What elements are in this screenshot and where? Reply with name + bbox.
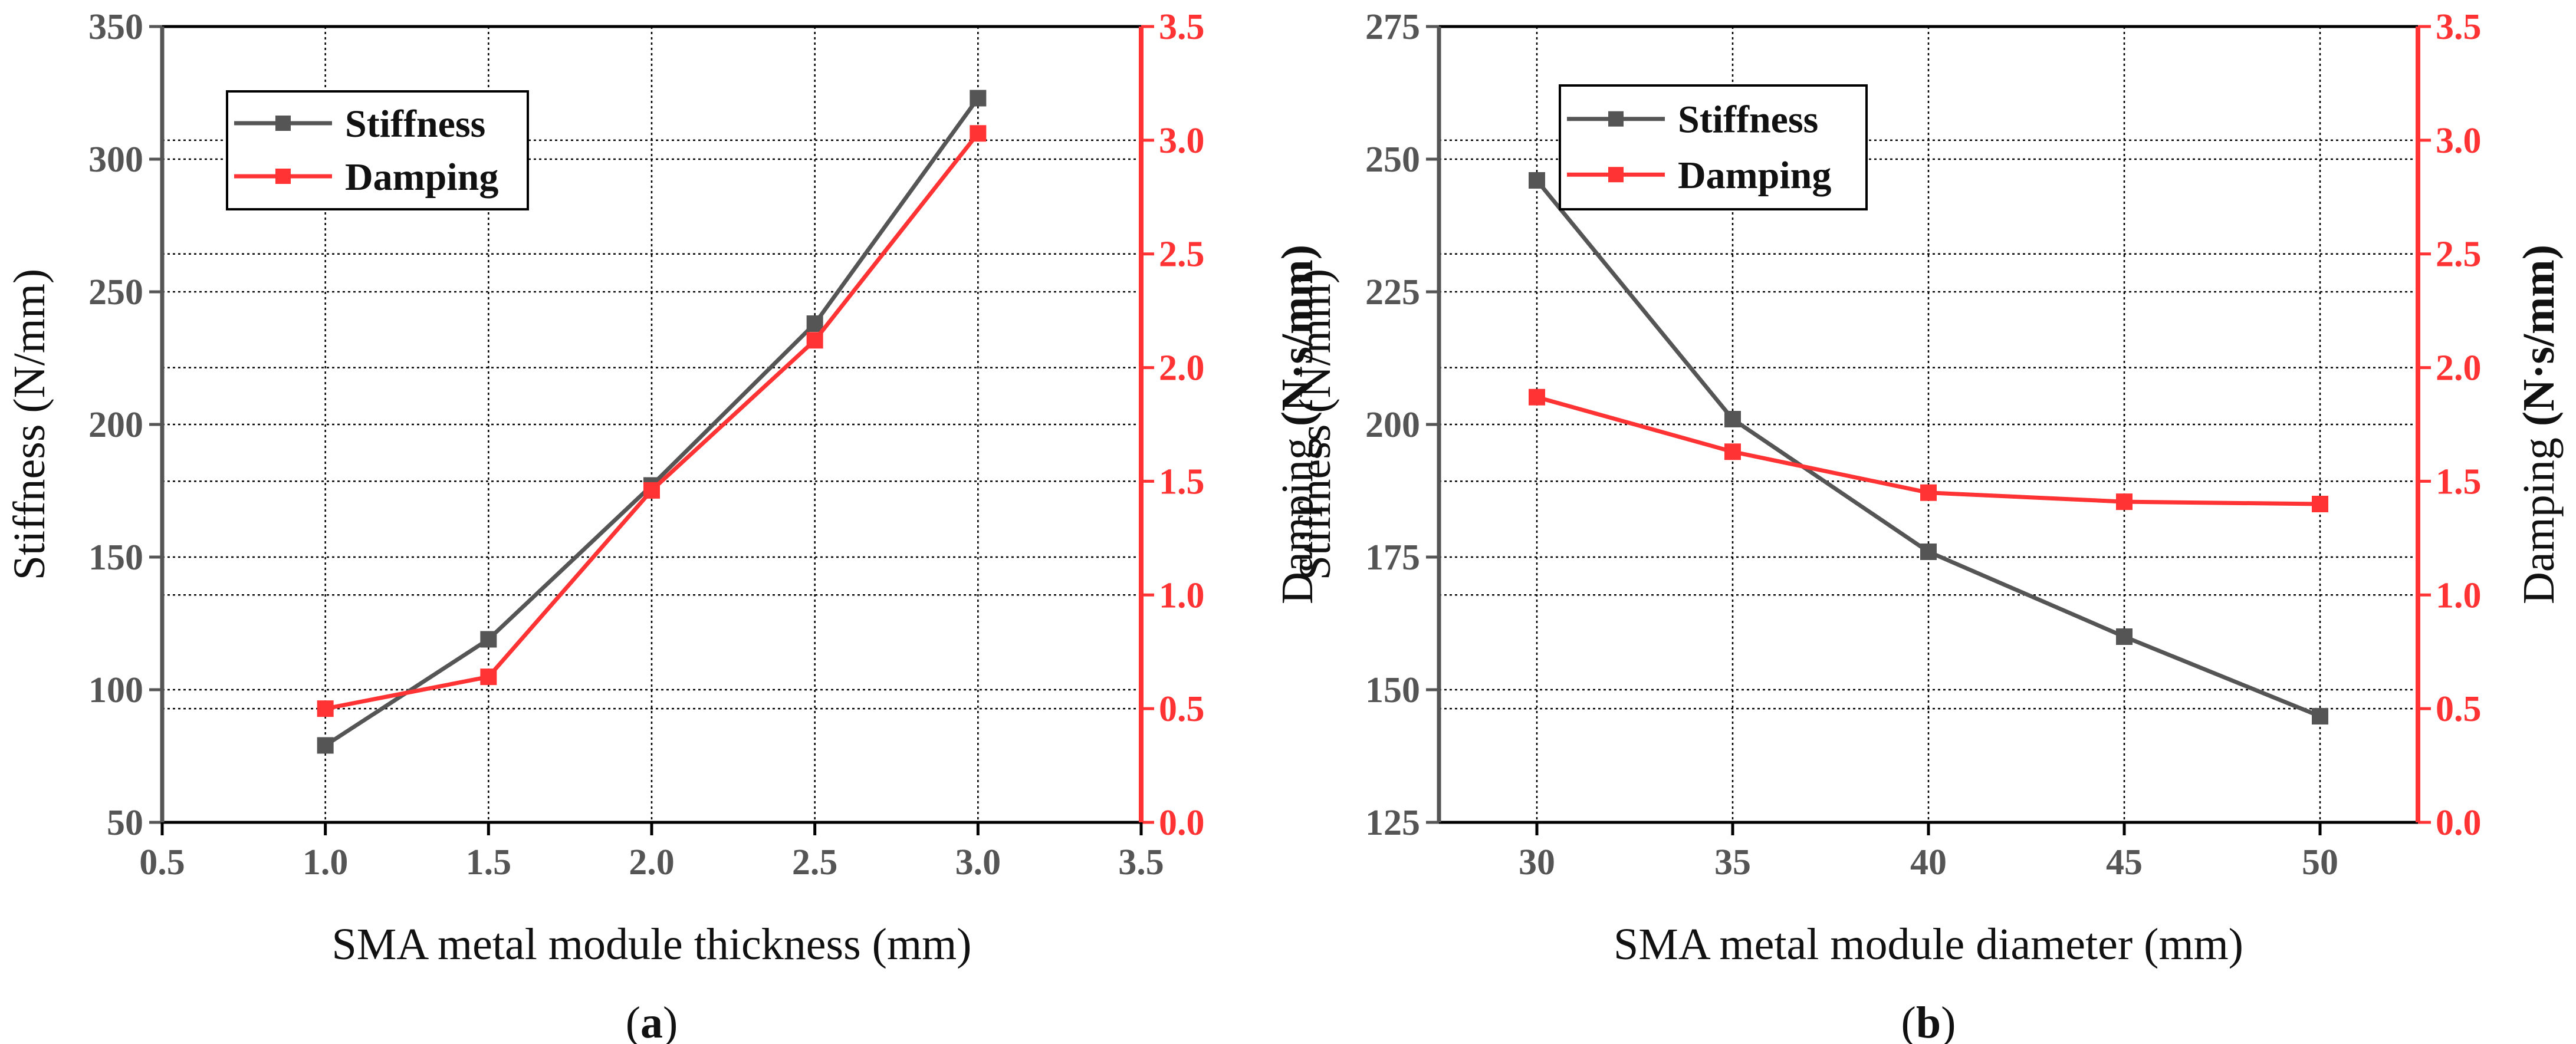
y2-tick-label: 1.0 xyxy=(1159,575,1205,615)
y2-tick-label: 3.0 xyxy=(1159,121,1205,161)
y2-tick-label: 2.5 xyxy=(1159,235,1205,275)
x-tick-label: 2.5 xyxy=(792,842,838,882)
damping-data-point xyxy=(317,700,334,717)
panel-caption-letter: b xyxy=(1916,998,1941,1044)
chart-panel-a: 50 100 150 200 250 300 350 0.0 0.5 1.0 1.5 2.0 2.5 3.… xyxy=(5,7,1322,1044)
damping-data-point xyxy=(2116,493,2133,511)
legend-damping-label: Damping xyxy=(345,156,498,199)
stiffness-data-point xyxy=(480,631,497,648)
x-tick-label: 3.0 xyxy=(955,842,1001,882)
panel-caption-open-paren: ( xyxy=(626,998,640,1044)
y2-tick-label: 3.0 xyxy=(2436,121,2482,161)
y2-tick-label: 2.0 xyxy=(1159,348,1205,388)
y-tick-label: 150 xyxy=(1365,670,1420,710)
y2-tick-label: 0.0 xyxy=(1159,803,1205,843)
legend-damping-marker xyxy=(1608,167,1624,183)
damping-data-point xyxy=(970,125,987,142)
y2-tick-label: 3.5 xyxy=(2436,7,2482,47)
damping-data-point xyxy=(1529,388,1545,406)
panel-caption-close-paren: ) xyxy=(663,998,678,1044)
x-tick-label: 40 xyxy=(1910,842,1947,882)
damping-data-point xyxy=(1920,484,1937,501)
y2-axis-title: Damping (N·s/mm) xyxy=(1273,245,1322,604)
x-axis-title: SMA metal module diameter (mm) xyxy=(1614,920,2243,969)
x-tick-label: 45 xyxy=(2106,842,2143,882)
y-tick-label: 300 xyxy=(88,140,143,180)
stiffness-data-point xyxy=(317,737,334,754)
stiffness-data-point xyxy=(970,90,987,107)
y2-axis-title-name: Damping xyxy=(2514,426,2564,604)
panel-caption: (b) xyxy=(1901,998,1956,1044)
x-axis-title: SMA metal module thickness (mm) xyxy=(331,920,971,969)
stiffness-data-point xyxy=(1529,172,1545,189)
y2-tick-label: 0.5 xyxy=(2436,689,2482,729)
y-tick-label: 150 xyxy=(88,538,143,578)
x-tick-label: 3.5 xyxy=(1118,842,1164,882)
y-tick-label: 225 xyxy=(1365,272,1420,312)
y-tick-label: 250 xyxy=(88,272,143,312)
stiffness-data-point xyxy=(2116,628,2133,645)
y2-axis-title-name: Damping xyxy=(1273,426,1322,604)
y-tick-label: 275 xyxy=(1365,7,1420,47)
y2-tick-label: 1.5 xyxy=(2436,462,2482,502)
damping-data-point xyxy=(643,482,660,499)
damping-data-point xyxy=(1724,443,1741,460)
x-tick-label: 2.0 xyxy=(629,842,675,882)
x-tick-label: 0.5 xyxy=(139,842,185,882)
x-tick-label: 35 xyxy=(1714,842,1751,882)
y2-tick-label: 0.5 xyxy=(1159,689,1205,729)
legend-stiffness-label: Stiffness xyxy=(1678,98,1818,141)
y2-tick-label: 3.5 xyxy=(1159,7,1205,47)
y-tick-label: 175 xyxy=(1365,538,1420,578)
legend-box xyxy=(226,90,529,210)
y2-axis-title-unit: (N·s/mm) xyxy=(2514,245,2564,426)
stiffness-data-point xyxy=(806,315,823,332)
panel-caption-letter: a xyxy=(640,998,663,1044)
y-tick-label: 200 xyxy=(88,405,143,445)
y-tick-label: 125 xyxy=(1365,803,1420,843)
stiffness-data-point xyxy=(1920,544,1937,560)
y-tick-label: 100 xyxy=(88,670,143,710)
panel-caption-close-paren: ) xyxy=(1941,998,1956,1044)
y2-axis-title-unit: (N·s/mm) xyxy=(1273,245,1322,426)
stiffness-data-point xyxy=(2312,708,2328,724)
y-tick-label: 350 xyxy=(88,7,143,47)
x-tick-label: 30 xyxy=(1519,842,1555,882)
y-tick-label: 250 xyxy=(1365,140,1420,180)
panel-caption: (a) xyxy=(626,998,678,1044)
legend-damping-marker xyxy=(275,169,291,184)
legend-stiffness-marker xyxy=(275,116,291,131)
y2-tick-label: 2.0 xyxy=(2436,348,2482,388)
y-tick-label: 50 xyxy=(107,803,143,843)
x-tick-label: 50 xyxy=(2302,842,2338,882)
y2-tick-label: 1.5 xyxy=(1159,462,1205,502)
y-tick-label: 200 xyxy=(1365,405,1420,445)
y2-tick-label: 1.0 xyxy=(2436,575,2482,615)
y-axis-title: Stiffness (N/mm) xyxy=(1290,269,1340,580)
legend-stiffness-label: Stiffness xyxy=(345,103,485,146)
damping-data-point xyxy=(480,668,497,686)
y2-tick-label: 0.0 xyxy=(2436,803,2482,843)
panel-caption-open-paren: ( xyxy=(1901,998,1916,1044)
damping-data-point xyxy=(2312,496,2328,512)
y-axis-title: Stiffness (N/mm) xyxy=(5,269,54,580)
chart-panel-b: 125 150 175 200 225 250 275 0.0 0.5 1.0 1.5 2.0 2.5 3… xyxy=(1290,7,2564,1044)
x-tick-label: 1.0 xyxy=(303,842,349,882)
legend-damping-label: Damping xyxy=(1678,154,1831,197)
damping-data-point xyxy=(806,332,823,349)
x-tick-label: 1.5 xyxy=(466,842,512,882)
y2-tick-label: 2.5 xyxy=(2436,235,2482,275)
y2-axis-title: Damping (N·s/mm) xyxy=(2514,245,2564,604)
legend-stiffness-marker xyxy=(1608,111,1624,127)
legend-box xyxy=(1559,84,1868,210)
stiffness-data-point xyxy=(1724,411,1741,427)
